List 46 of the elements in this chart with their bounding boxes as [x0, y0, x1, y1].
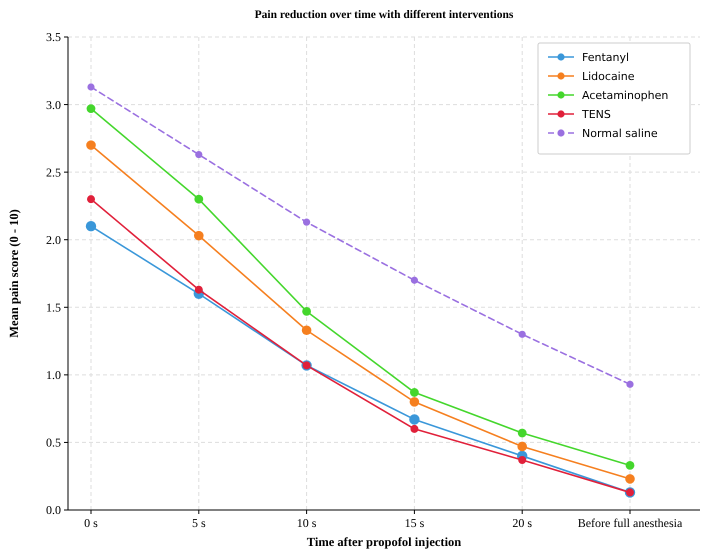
chart-title: Pain reduction over time with different interventions — [254, 9, 514, 21]
legend-label: TENS — [581, 108, 611, 121]
point — [303, 218, 310, 226]
x-tick-label: 20 s — [512, 516, 532, 530]
y-tick-label: 3.5 — [46, 30, 61, 44]
point — [626, 461, 634, 470]
point — [626, 380, 634, 388]
x-tick-label: 10 s — [296, 516, 317, 530]
legend-label: Fentanyl — [582, 50, 630, 64]
point — [86, 140, 96, 150]
point — [410, 388, 419, 397]
x-tick-label: Before full anesthesia — [578, 516, 683, 530]
legend-label: Normal saline — [582, 126, 658, 140]
point — [195, 150, 202, 158]
x-tick-label: 5 s — [192, 516, 206, 530]
point — [410, 397, 420, 407]
point — [625, 474, 635, 484]
x-tick-label: 0 s — [84, 516, 98, 530]
y-tick-label: 3.0 — [46, 98, 61, 112]
legend-label: Lidocaine — [582, 70, 635, 83]
point — [410, 276, 418, 284]
point — [518, 456, 526, 464]
point — [194, 230, 204, 240]
y-tick-label: 2.0 — [46, 232, 61, 247]
point — [409, 414, 420, 425]
x-axis-title: Time after propofol injection — [306, 535, 462, 549]
y-axis-title: Mean pain score (0 - 10) — [7, 209, 21, 338]
y-tick-label: 0.0 — [46, 503, 61, 518]
point — [518, 330, 526, 338]
point — [86, 104, 96, 114]
point — [518, 428, 527, 438]
point — [86, 221, 96, 232]
point — [87, 195, 95, 204]
point — [517, 442, 527, 452]
point — [194, 286, 203, 294]
point — [87, 83, 95, 91]
y-tick-label: 1.0 — [46, 368, 61, 382]
legend-label: Acetaminophen — [582, 88, 668, 102]
point — [410, 424, 418, 433]
y-tick-label: 2.5 — [46, 165, 61, 180]
point — [194, 194, 204, 204]
point — [302, 325, 312, 336]
y-tick-label: 1.5 — [46, 300, 61, 314]
point — [302, 306, 311, 316]
y-tick-label: 0.5 — [46, 436, 61, 450]
x-tick-label: 15 s — [404, 516, 425, 530]
